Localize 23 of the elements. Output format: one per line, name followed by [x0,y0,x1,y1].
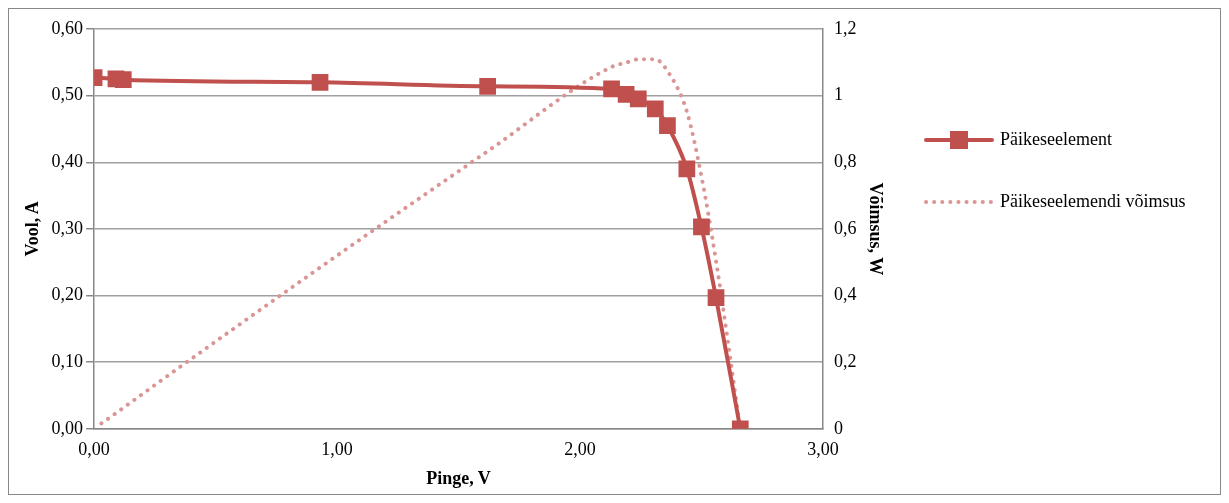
y-tick-label: 0,60 [51,17,84,38]
y2-tick-label: 0,8 [833,151,857,171]
y-tick-label: 0,30 [51,217,84,238]
x-tick-label: 0,00 [78,439,110,460]
y2-tick-label: 0,2 [833,350,857,371]
y2-tick-label: 0 [833,417,843,438]
y-tick-label: 0,40 [51,151,84,171]
y2-tick-label: 1 [833,84,843,105]
x-tick-label: 1,00 [321,439,353,460]
legend-label: Päikeseelement [1000,129,1113,150]
x-tick-label: 3,00 [807,439,839,460]
y-tick-label: 0,10 [51,350,84,371]
y-axis-title: Vool, A [22,201,43,257]
y-tick-label: 0,50 [51,84,84,105]
legend-label: Päikeseelemendi võimsus [1000,191,1187,212]
y2-tick-label: 0,6 [833,217,857,238]
y-tick-label: 0,20 [51,284,84,305]
y2-axis-title: Võimsus, W [865,182,886,276]
y2-tick-label: 1,2 [833,17,857,38]
x-axis-title: Pinge, V [426,467,491,488]
x-tick-label: 2,00 [564,439,596,460]
y2-tick-label: 0,4 [833,284,857,305]
y-tick-label: 0,00 [51,417,84,438]
